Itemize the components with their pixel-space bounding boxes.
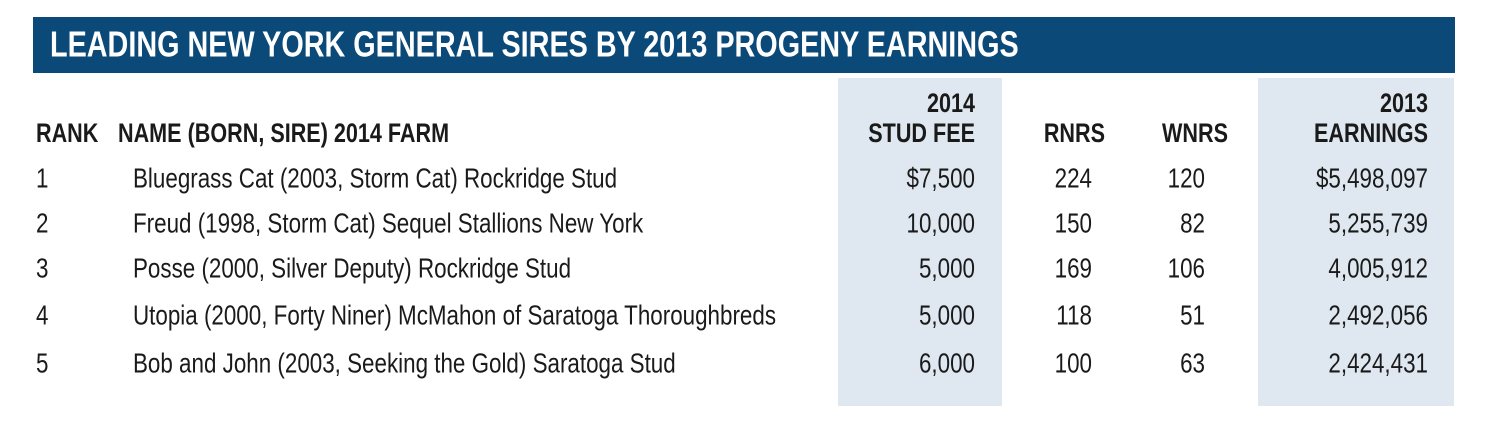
table-cell: 82: [1180, 208, 1205, 239]
table-cell: 120: [1168, 163, 1205, 194]
table-cell: Freud (1998, Storm Cat) Sequel Stallions…: [133, 208, 644, 239]
column-header: RANK: [36, 119, 99, 149]
table-cell: $5,498,097: [1316, 163, 1428, 194]
table-cell: 150: [1055, 208, 1092, 239]
table-cell: 51: [1180, 300, 1205, 331]
table-cell: Bob and John (2003, Seeking the Gold) Sa…: [133, 348, 676, 379]
column-shade: [838, 78, 1002, 406]
table-cell: 1: [36, 163, 48, 194]
table-cell: 63: [1180, 348, 1205, 379]
column-header: 2014: [927, 89, 975, 119]
table-cell: 118: [1056, 300, 1092, 331]
table-cell: 4: [36, 300, 48, 331]
table-cell: 5,000: [919, 300, 975, 331]
table-cell: 5,000: [919, 253, 975, 284]
table-cell: 100: [1055, 348, 1092, 379]
column-header: NAME (BORN, SIRE) 2014 FARM: [118, 119, 449, 149]
table-cell: Posse (2000, Silver Deputy) Rockridge St…: [133, 253, 571, 284]
table-cell: Bluegrass Cat (2003, Storm Cat) Rockridg…: [133, 163, 617, 194]
table-cell: 169: [1055, 253, 1092, 284]
title-bar: [33, 17, 1455, 73]
column-header: STUD FEE: [868, 119, 975, 149]
table-cell: 3: [36, 253, 48, 284]
table-cell: 224: [1055, 163, 1092, 194]
column-header: RNRS: [1044, 119, 1105, 149]
table-cell: $7,500: [907, 163, 975, 194]
table-cell: 5,255,739: [1328, 208, 1428, 239]
table-cell: 2: [36, 208, 48, 239]
table-cell: 2,424,431: [1328, 348, 1428, 379]
column-shade: [1258, 78, 1454, 406]
table-cell: Utopia (2000, Forty Niner) McMahon of Sa…: [133, 300, 776, 331]
title: LEADING NEW YORK GENERAL SIRES BY 2013 P…: [50, 23, 1019, 64]
column-header: EARNINGS: [1314, 119, 1428, 149]
table-cell: 2,492,056: [1328, 300, 1428, 331]
table-cell: 5: [36, 348, 48, 379]
table-cell: 10,000: [907, 208, 975, 239]
table-cell: 6,000: [919, 348, 975, 379]
column-header: WNRS: [1162, 119, 1228, 149]
table-cell: 106: [1168, 253, 1205, 284]
table-cell: 4,005,912: [1328, 253, 1428, 284]
column-header: 2013: [1380, 89, 1428, 119]
